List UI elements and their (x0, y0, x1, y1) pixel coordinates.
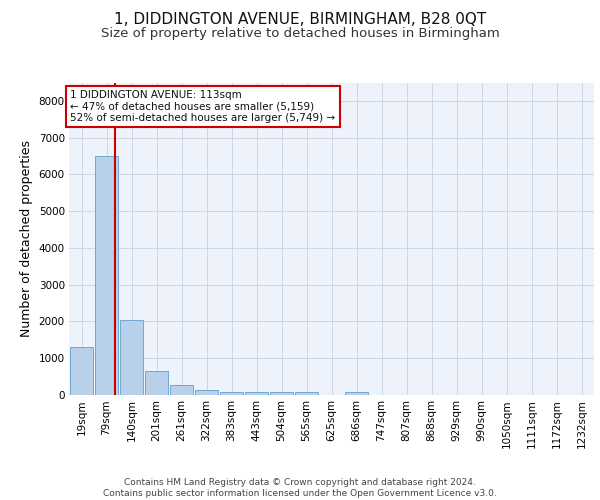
Bar (170, 384, 193, 395)
Bar (344, 392, 368, 395)
Bar (194, 390, 218, 395)
Bar (245, 392, 268, 395)
Text: 1, DIDDINGTON AVENUE, BIRMINGHAM, B28 0QT: 1, DIDDINGTON AVENUE, BIRMINGHAM, B28 0Q… (114, 12, 486, 28)
Bar (119, 320, 143, 395)
Bar (269, 392, 293, 395)
Text: Contains HM Land Registry data © Crown copyright and database right 2024.
Contai: Contains HM Land Registry data © Crown c… (103, 478, 497, 498)
Bar (70, 347, 94, 395)
Bar (145, 371, 169, 395)
Bar (95, 156, 118, 395)
Text: 1 DIDDINGTON AVENUE: 113sqm
← 47% of detached houses are smaller (5,159)
52% of : 1 DIDDINGTON AVENUE: 113sqm ← 47% of det… (70, 90, 335, 123)
Bar (295, 392, 319, 395)
Text: Size of property relative to detached houses in Birmingham: Size of property relative to detached ho… (101, 28, 499, 40)
Y-axis label: Number of detached properties: Number of detached properties (20, 140, 33, 337)
Bar (220, 392, 244, 395)
